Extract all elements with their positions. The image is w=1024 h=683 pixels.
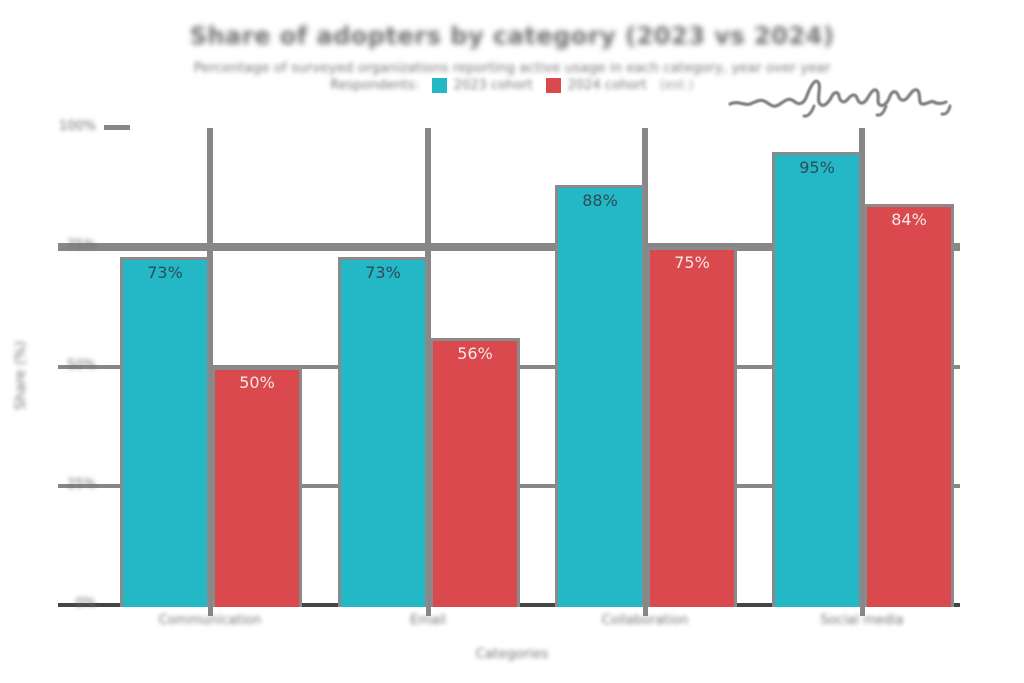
- bar-2024-cohort-group4: [864, 204, 954, 607]
- bar-2023-cohort-group1: [120, 256, 210, 607]
- bar-value-label: 88%: [582, 191, 618, 211]
- bar-value-label: 95%: [799, 157, 835, 177]
- y-tick-label-25: 25%: [67, 476, 96, 492]
- bar-value-label: 73%: [147, 262, 183, 282]
- x-axis-tick-3: [643, 605, 648, 616]
- y-tick-label-50: 50%: [67, 357, 96, 373]
- x-tick-label-3: Collaboration: [601, 613, 689, 628]
- y-tick-label-75: 75%: [67, 238, 96, 254]
- vertical-guide-1: [207, 128, 213, 605]
- legend-label-series1: 2023 cohort: [453, 78, 533, 93]
- legend-label-series2: 2024 cohort: [567, 78, 647, 93]
- bar-2023-cohort-group3: [555, 185, 645, 607]
- legend-prefix: Respondents:: [330, 78, 419, 93]
- x-axis-title: Categories: [475, 646, 549, 662]
- vertical-guide-3: [642, 128, 648, 605]
- chart-subtitle: Percentage of surveyed organizations rep…: [193, 60, 831, 76]
- bar-value-label: 73%: [365, 262, 401, 282]
- x-tick-label-2: Email: [409, 613, 447, 628]
- x-axis-tick-4: [860, 605, 865, 616]
- legend-item-series1: 2023 cohort: [431, 78, 533, 93]
- gridline-75-thick: [58, 243, 960, 252]
- bar-value-label: 84%: [891, 210, 927, 230]
- bar-2024-cohort-group3: [647, 247, 737, 607]
- bar-value-label: 56%: [457, 343, 493, 363]
- y-tick-label-100: 100%: [58, 119, 96, 134]
- vertical-guide-4: [859, 128, 865, 605]
- legend-item-series2: 2024 cohort: [545, 78, 647, 93]
- y-tick-label-0: 0%: [75, 596, 96, 611]
- handwritten-annotation: [726, 76, 974, 124]
- legend: Respondents: 2023 cohort 2024 cohort (es…: [0, 78, 1024, 93]
- legend-suffix: (est.): [659, 78, 694, 93]
- bar-2024-cohort-group1: [212, 366, 302, 607]
- scribble-icon: [728, 79, 952, 118]
- bar-2023-cohort-group2: [338, 256, 428, 607]
- gridline-100-stub: [104, 125, 130, 130]
- bar-2024-cohort-group2: [430, 337, 520, 607]
- x-tick-label-4: Social media: [820, 613, 904, 628]
- x-tick-label-1: Communication: [158, 613, 262, 628]
- x-axis-tick-1: [208, 605, 213, 616]
- bar-2023-cohort-group4: [772, 151, 862, 607]
- bar-value-label: 50%: [239, 372, 275, 392]
- series2-swatch-icon: [545, 78, 561, 93]
- series1-swatch-icon: [431, 78, 447, 93]
- bar-value-label: 75%: [674, 253, 710, 273]
- vertical-guide-2: [425, 128, 431, 605]
- chart-title: Share of adopters by category (2023 vs 2…: [189, 22, 835, 50]
- x-axis-tick-2: [426, 605, 431, 616]
